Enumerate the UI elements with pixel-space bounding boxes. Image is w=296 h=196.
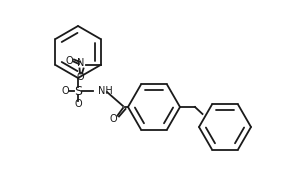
Text: O: O [109,114,117,124]
Text: O: O [61,86,69,96]
Text: N: N [77,58,84,68]
Text: NH: NH [98,86,113,96]
Text: O: O [74,99,82,109]
Text: O: O [77,72,84,82]
Text: O: O [66,56,73,66]
Text: S: S [74,84,82,97]
